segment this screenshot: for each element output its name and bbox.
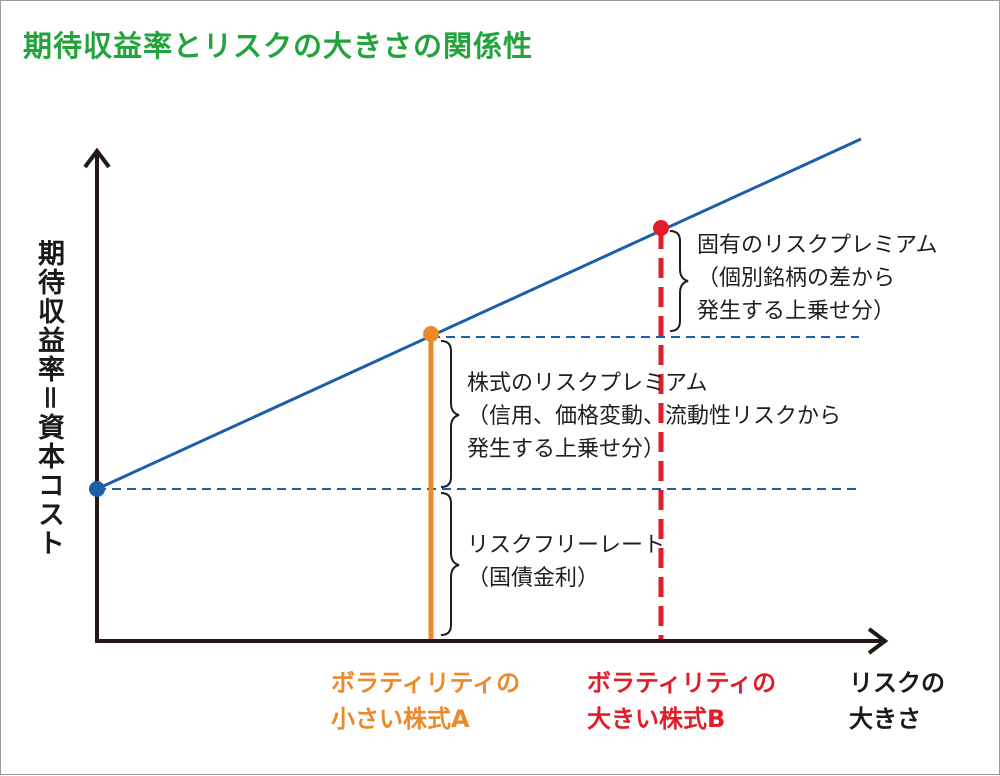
stock-a-label-line-1: ボラティリティの: [331, 669, 521, 697]
specific-premium-annotation: 固有のリスクプレミアム （個別銘柄の差から 発生する上乗せ分）: [697, 229, 937, 328]
equity-premium-line-2: （信用、価格変動、流動性リスクから: [467, 404, 842, 429]
equity-premium-annotation: 株式のリスクプレミアム （信用、価格変動、流動性リスクから 発生する上乗せ分）: [467, 367, 841, 466]
figure-title: 期待収益率とリスクの大きさの関係性: [23, 29, 534, 63]
equity-premium-line-1: 株式のリスクプレミアム: [467, 371, 708, 396]
specific-premium-brace: [669, 230, 689, 332]
y-axis-label: 期待収益率＝資本コスト: [33, 239, 64, 558]
risk-free-brace: [440, 492, 460, 636]
x-axis-label-line-2: 大きさ: [849, 705, 921, 733]
specific-premium-line-1: 固有のリスクプレミアム: [697, 233, 938, 258]
equity-premium-brace: [440, 340, 460, 488]
stock-a-point: [423, 326, 439, 342]
equity-premium-line-3: 発生する上乗せ分）: [467, 437, 666, 462]
risk-free-line-1: リスクフリーレート: [467, 533, 666, 558]
specific-premium-line-3: 発生する上乗せ分）: [697, 299, 896, 324]
stock-a-label-line-2: 小さい株式A: [331, 705, 470, 733]
stock-b-label-line-1: ボラティリティの: [587, 669, 777, 697]
expected-return-line: [96, 137, 862, 491]
x-axis-label: リスクの 大きさ: [849, 665, 945, 737]
x-axis-label-line-1: リスクの: [849, 669, 945, 697]
stock-b-label-line-2: 大きい株式B: [587, 705, 726, 733]
risk-free-point: [89, 481, 105, 497]
risk-free-line-2: （国債金利）: [467, 566, 600, 591]
x-axis-arrowhead: [867, 627, 889, 655]
stock-a-label: ボラティリティの 小さい株式A: [331, 665, 520, 737]
stock-b-point: [653, 220, 669, 236]
stock-b-label: ボラティリティの 大きい株式B: [587, 665, 776, 737]
y-axis-arrowhead: [83, 147, 111, 169]
risk-free-annotation: リスクフリーレート （国債金利）: [467, 529, 665, 595]
specific-premium-line-2: （個別銘柄の差から: [697, 266, 896, 291]
